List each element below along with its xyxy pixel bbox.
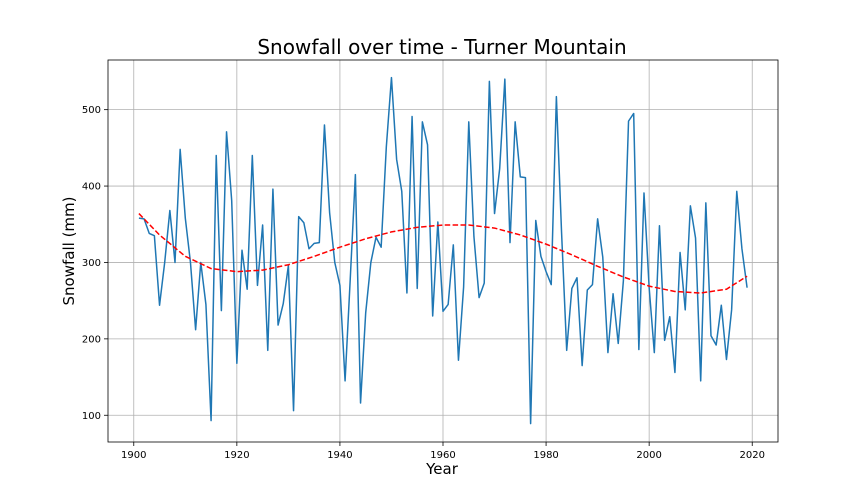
y-tick-label: 300	[82, 258, 101, 269]
x-axis-ticks: 1900 1920 1940 1960 1980 2000 2020	[121, 442, 765, 461]
x-tick-label: 2020	[740, 450, 765, 461]
x-tick-label: 1900	[121, 450, 146, 461]
x-tick-label: 1940	[327, 450, 352, 461]
x-axis-label: Year	[425, 460, 459, 478]
y-axis-label: Snowfall (mm)	[60, 197, 78, 306]
x-tick-label: 2000	[636, 450, 661, 461]
chart-title: Snowfall over time - Turner Mountain	[257, 35, 626, 59]
x-tick-label: 1980	[533, 450, 558, 461]
y-tick-label: 400	[82, 182, 101, 193]
grid-lines	[108, 60, 778, 442]
x-tick-label: 1960	[430, 450, 455, 461]
y-tick-label: 500	[82, 105, 101, 116]
y-axis-ticks: 100 200 300 400 500	[82, 105, 108, 422]
series-lines	[138, 76, 748, 425]
trend-line	[138, 213, 748, 294]
y-tick-label: 100	[82, 411, 101, 422]
snowfall-line	[138, 76, 748, 425]
y-tick-label: 200	[82, 334, 101, 345]
x-tick-label: 1920	[224, 450, 249, 461]
